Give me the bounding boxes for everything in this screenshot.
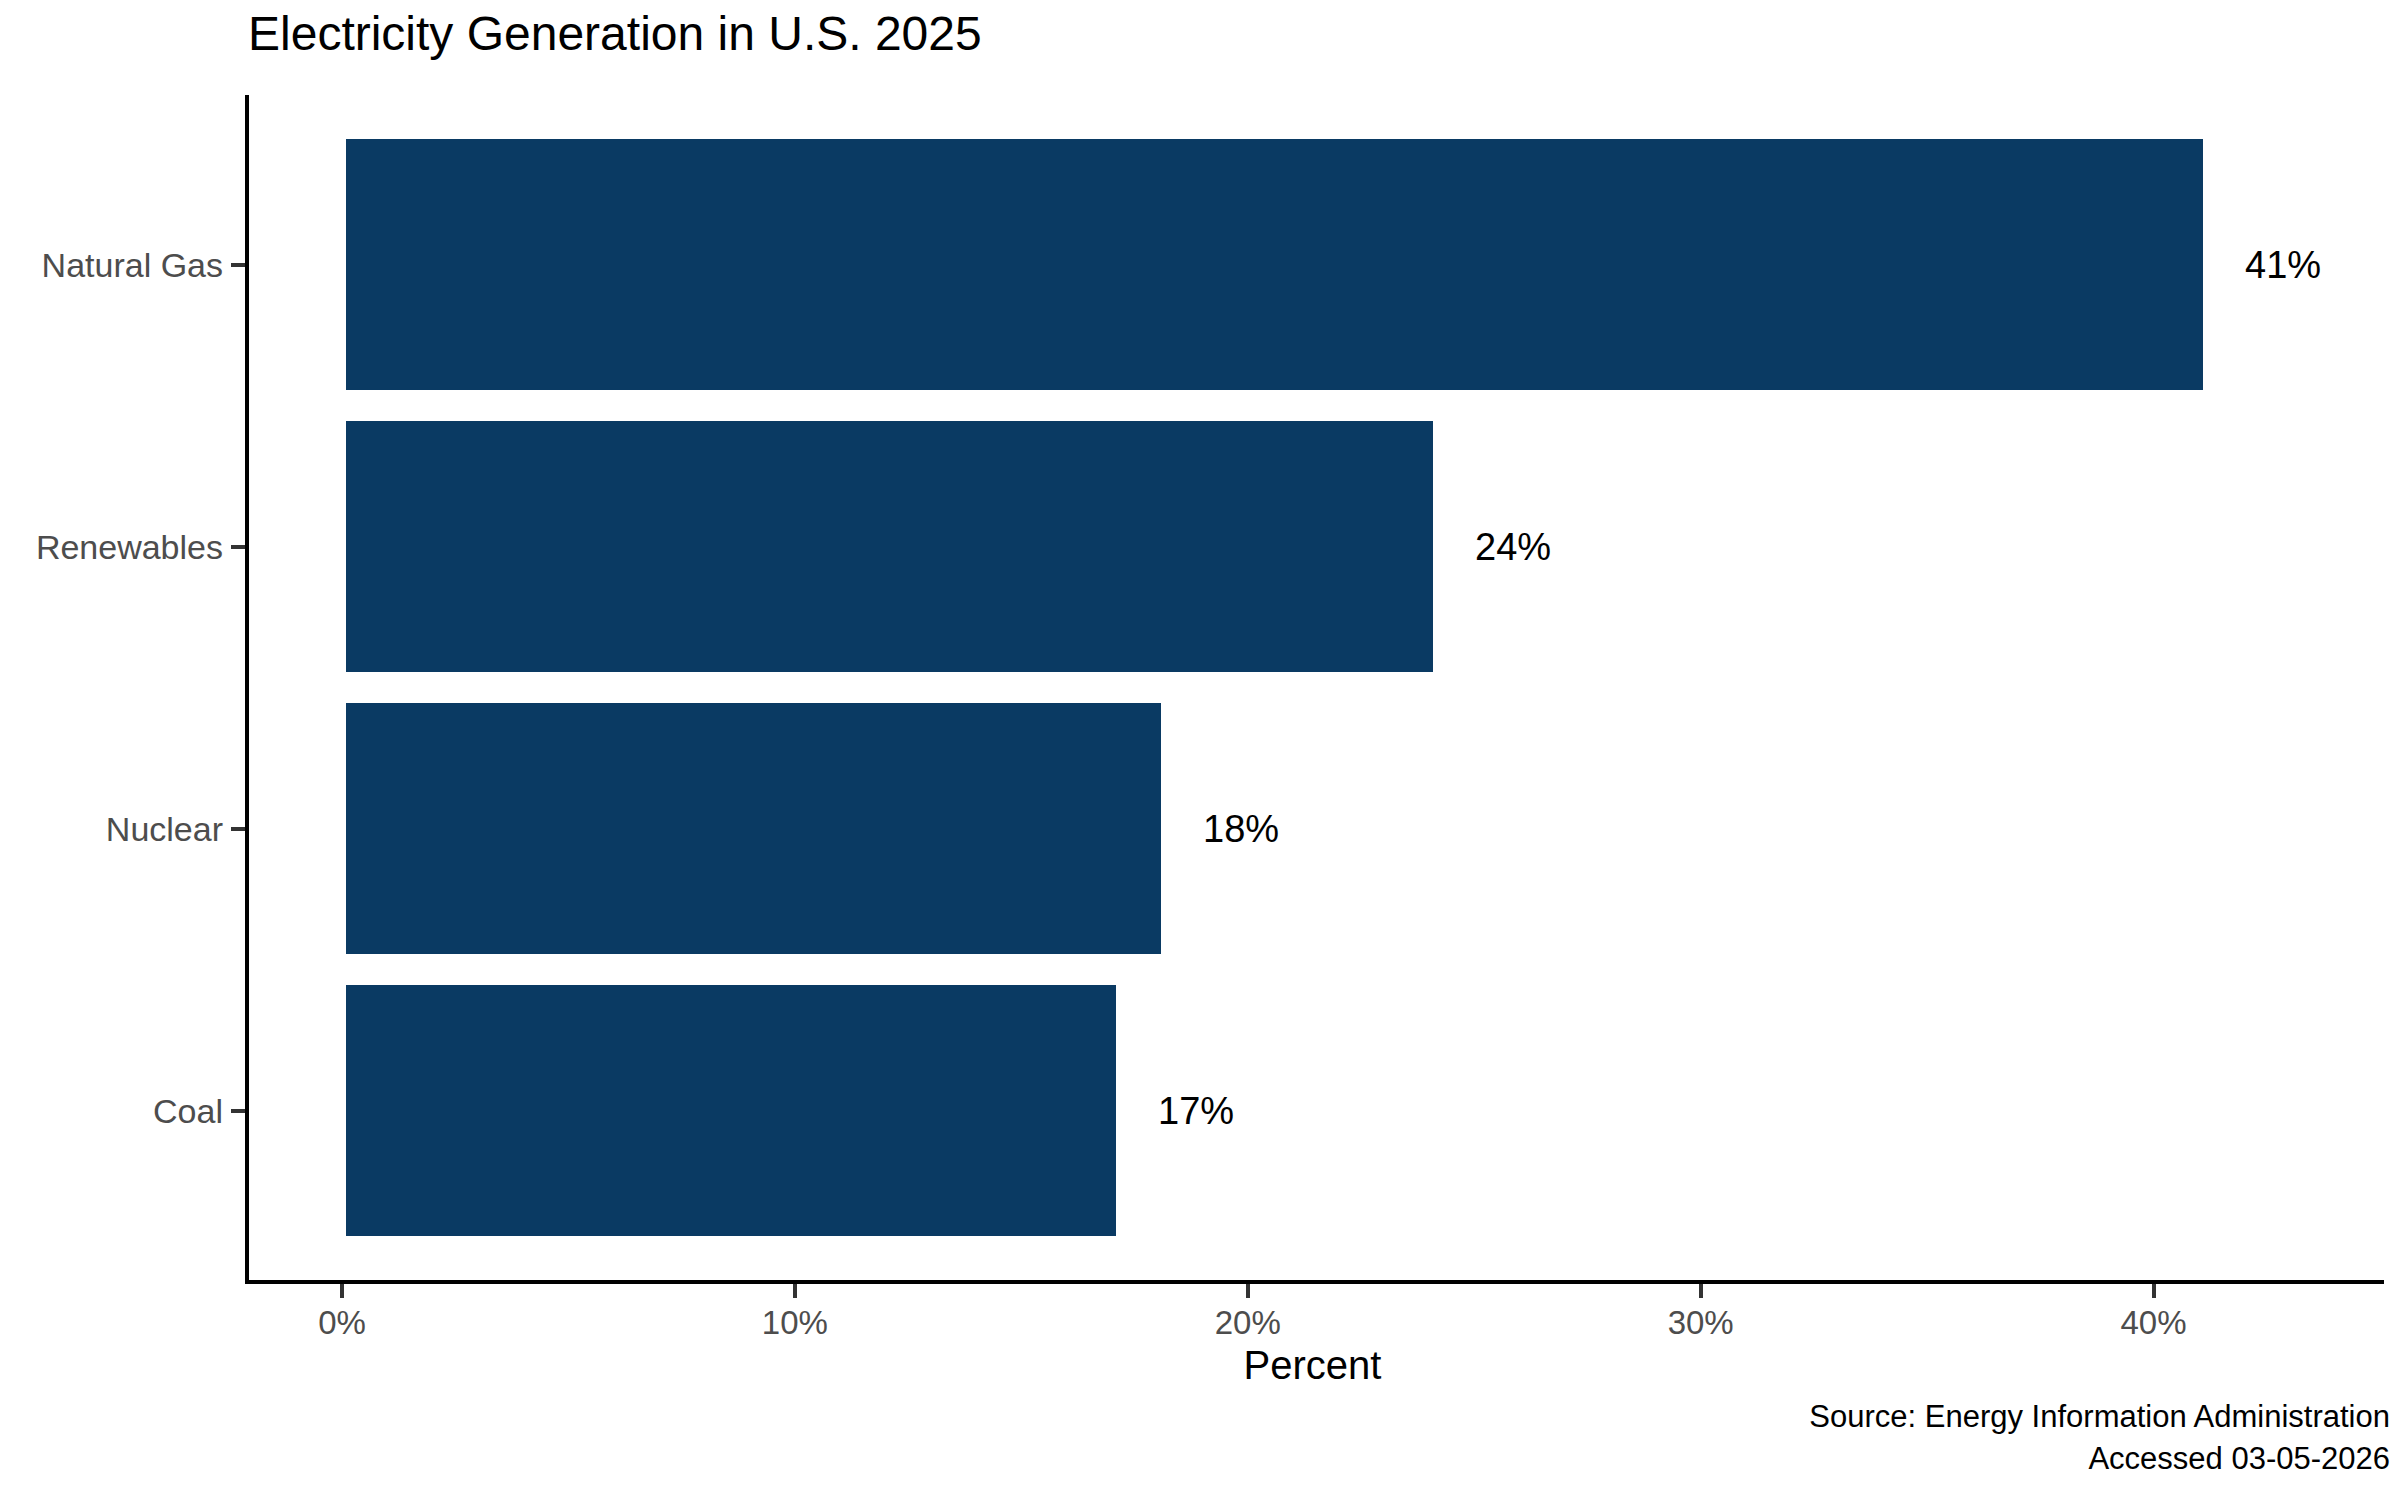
x-axis-title: Percent [245,1343,2380,1388]
y-axis-tick [231,827,245,831]
value-label: 17% [1158,1092,1234,1130]
x-axis-tick [340,1284,344,1298]
category-label: Nuclear [0,812,223,846]
x-axis-tick [2152,1284,2156,1298]
x-axis-tick-label: 40% [2121,1306,2187,1339]
caption-accessed-line: Accessed 03-05-2026 [1809,1438,2390,1480]
chart-title: Electricity Generation in U.S. 2025 [248,6,982,61]
x-axis-tick-label: 10% [762,1306,828,1339]
plot-panel [245,95,2384,1284]
y-axis-tick [231,545,245,549]
x-axis-tick-label: 0% [318,1306,366,1339]
bar-coal [346,985,1116,1236]
y-axis-tick [231,1109,245,1113]
x-axis-tick-label: 30% [1668,1306,1734,1339]
bar-natural-gas [346,139,2203,390]
bar-nuclear [346,703,1161,954]
x-axis-tick-label: 20% [1215,1306,1281,1339]
x-axis-tick [1246,1284,1250,1298]
source-caption: Source: Energy Information Administratio… [1809,1396,2390,1480]
category-label: Natural Gas [0,248,223,282]
chart-window: Electricity Generation in U.S. 2025 Perc… [0,0,2400,1500]
y-axis-tick [231,263,245,267]
category-label: Renewables [0,530,223,564]
value-label: 24% [1475,528,1551,566]
bar-renewables [346,421,1433,672]
value-label: 18% [1203,810,1279,848]
value-label: 41% [2245,246,2321,284]
category-label: Coal [0,1094,223,1128]
x-axis-tick [1699,1284,1703,1298]
caption-source-line: Source: Energy Information Administratio… [1809,1396,2390,1438]
x-axis-tick [793,1284,797,1298]
